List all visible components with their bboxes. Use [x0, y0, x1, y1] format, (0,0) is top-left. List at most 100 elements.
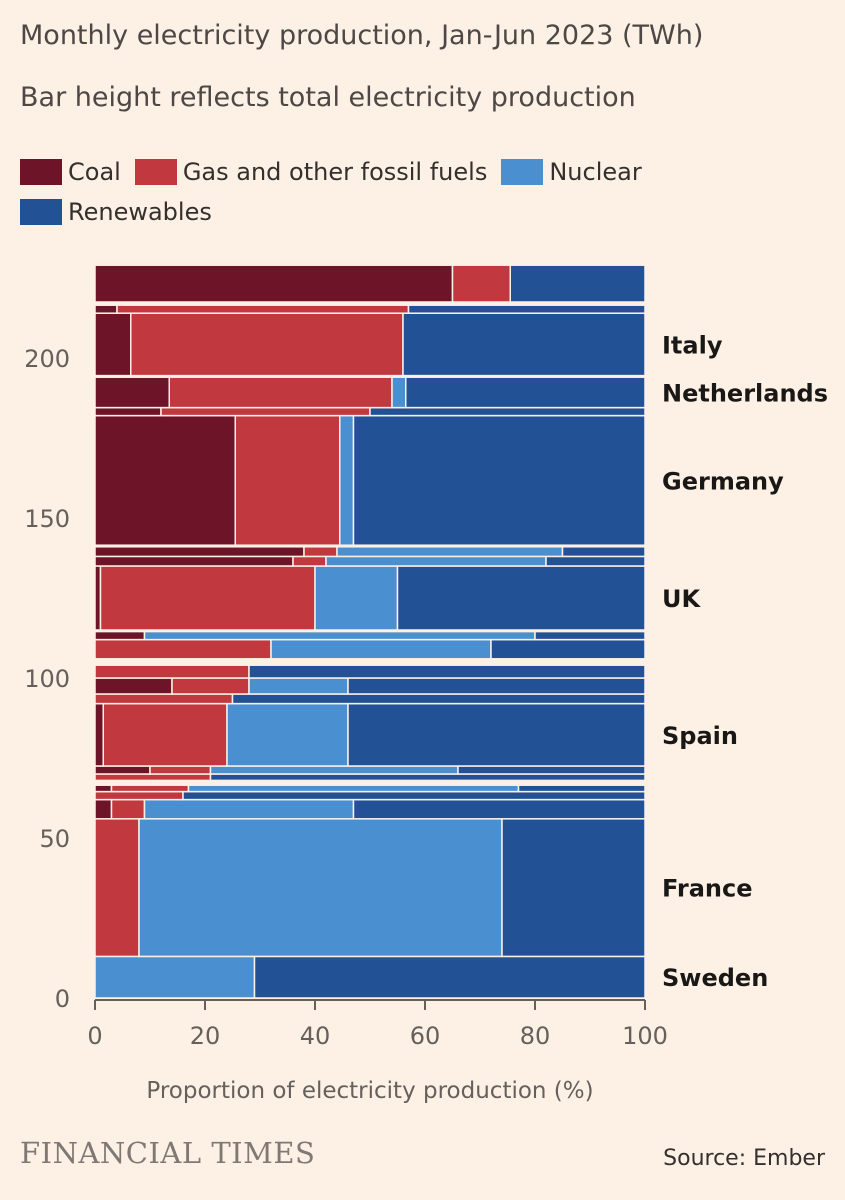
bar-segment-nuclear-row-11 [270, 638, 492, 660]
country-label-italy: Italy [662, 331, 723, 359]
bar-segment-nuclear-row-0 [94, 955, 256, 999]
bar-segment-coal-row-18 [94, 376, 170, 409]
bar-segment-coal-row-9 [94, 677, 173, 695]
bar-segment-coal-row-4 [94, 784, 113, 793]
bar-segment-gas-row-6 [149, 765, 212, 775]
x-tick-label-0: 0 [87, 1022, 102, 1050]
bar-segment-coal-row-2 [94, 798, 113, 820]
x-tick-label-40: 40 [300, 1022, 331, 1050]
legend-label-renewables: Renewables [68, 198, 212, 226]
bar-segment-coal-row-6 [94, 765, 151, 775]
bar-segment-coal-row-12 [94, 630, 146, 641]
bar-segment-renewables-row-20 [407, 304, 646, 314]
bar-segment-gas-row-1 [94, 818, 140, 958]
country-label-sweden: Sweden [662, 964, 768, 992]
bar-segment-coal-row-13 [94, 565, 102, 631]
bar-segment-nuclear-row-18 [391, 376, 407, 409]
bar-segment-renewables-row-3 [182, 790, 646, 801]
legend-item-nuclear: Nuclear [501, 158, 642, 186]
x-tick-label-60: 60 [410, 1022, 441, 1050]
bar-segment-coal-row-15 [94, 546, 305, 558]
bar-segment-gas-row-14 [292, 555, 327, 567]
ft-logo: FINANCIAL TIMES [20, 1136, 316, 1170]
bar-segment-gas-row-15 [303, 546, 338, 558]
bar-segment-renewables-row-14 [545, 555, 646, 567]
bar-segment-renewables-row-13 [396, 565, 646, 631]
bar-segment-gas-row-16 [234, 414, 341, 546]
legend-item-renewables: Renewables [20, 198, 212, 226]
y-tick-label-150: 150 [24, 505, 70, 533]
country-label-france: France [662, 875, 752, 903]
chart-subtitle: Bar height reflects total electricity pr… [20, 82, 636, 113]
bar-segment-nuclear-row-15 [336, 546, 564, 558]
bar-segment-nuclear-row-13 [314, 565, 399, 631]
legend-swatch-renewables [20, 199, 62, 225]
bar-segment-gas-row-10 [94, 664, 250, 679]
bar-segment-renewables-row-12 [534, 630, 646, 641]
bar-segment-nuclear-row-4 [187, 784, 520, 793]
bar-segment-coal-row-7 [94, 702, 104, 767]
bar-segment-coal-row-17 [94, 406, 162, 417]
bar-segment-gas-row-5 [94, 773, 212, 782]
chart-title: Monthly electricity production, Jan-Jun … [20, 20, 704, 51]
legend-swatch-coal [20, 159, 62, 185]
bar-segment-gas-row-11 [94, 638, 272, 660]
legend-label-gas: Gas and other fossil fuels [182, 158, 488, 186]
country-label-netherlands: Netherlands [662, 379, 828, 407]
bar-segment-nuclear-row-16 [339, 414, 355, 546]
bar-segment-nuclear-row-12 [143, 630, 536, 641]
y-tick-label-0: 0 [55, 985, 70, 1013]
bar-segment-gas-row-8 [94, 693, 234, 705]
country-label-uk: UK [662, 585, 701, 613]
bar-segment-renewables-row-5 [209, 773, 646, 782]
x-tick-label-20: 20 [190, 1022, 221, 1050]
bar-segment-renewables-row-6 [457, 765, 646, 775]
legend-swatch-nuclear [501, 159, 544, 185]
x-axis-title: Proportion of electricity production (%) [146, 1078, 593, 1104]
bar-segment-gas-row-21 [451, 264, 511, 303]
y-tick-label-100: 100 [24, 665, 70, 693]
bar-segment-gas-row-4 [110, 784, 190, 793]
bar-segment-nuclear-row-9 [248, 677, 349, 695]
bar-segment-nuclear-row-1 [138, 818, 503, 958]
bar-segment-renewables-row-15 [561, 546, 646, 558]
bar-segment-renewables-row-17 [369, 406, 646, 417]
bar-segment-coal-row-16 [94, 414, 236, 546]
source-note: Source: Ember [663, 1146, 825, 1171]
bar-segment-gas-row-19 [130, 312, 404, 377]
legend-label-nuclear: Nuclear [549, 158, 642, 186]
bar-segment-coal-row-20 [94, 304, 118, 314]
bar-segment-renewables-row-0 [253, 955, 646, 999]
bar-segment-nuclear-row-6 [209, 765, 459, 775]
bar-segment-gas-row-3 [94, 790, 184, 801]
bar-segment-gas-row-18 [168, 376, 393, 409]
bar-segment-coal-row-19 [94, 312, 132, 377]
y-tick-label-50: 50 [39, 825, 70, 853]
bar-segment-renewables-row-16 [352, 414, 646, 546]
bar-segment-coal-row-14 [94, 555, 294, 567]
bar-segment-gas-row-2 [110, 798, 146, 820]
bar-segment-gas-row-7 [102, 702, 228, 767]
bar-segment-gas-row-20 [116, 304, 410, 314]
legend-item-coal: Coal [20, 158, 121, 186]
bar-segment-gas-row-17 [160, 406, 371, 417]
bar-segment-renewables-row-1 [501, 818, 646, 958]
legend-item-gas: Gas and other fossil fuels [134, 158, 488, 186]
x-tick-label-80: 80 [520, 1022, 551, 1050]
legend: Coal Gas and other fossil fuels Nuclear … [20, 152, 720, 232]
legend-label-coal: Coal [68, 158, 121, 186]
bar-segment-coal-row-21 [94, 264, 454, 303]
bar-segment-renewables-row-2 [352, 798, 646, 820]
bar-segment-nuclear-row-2 [143, 798, 355, 820]
bar-segment-renewables-row-19 [402, 312, 646, 377]
bar-segment-renewables-row-9 [347, 677, 646, 695]
bar-segment-nuclear-row-14 [325, 555, 547, 567]
country-label-spain: Spain [662, 722, 738, 750]
x-tick-label-100: 100 [622, 1022, 668, 1050]
bar-segment-gas-row-9 [171, 677, 250, 695]
bar-segment-renewables-row-21 [509, 264, 646, 303]
bar-segment-renewables-row-4 [517, 784, 646, 793]
bar-segment-nuclear-row-7 [226, 702, 349, 767]
bar-segment-renewables-row-11 [490, 638, 646, 660]
